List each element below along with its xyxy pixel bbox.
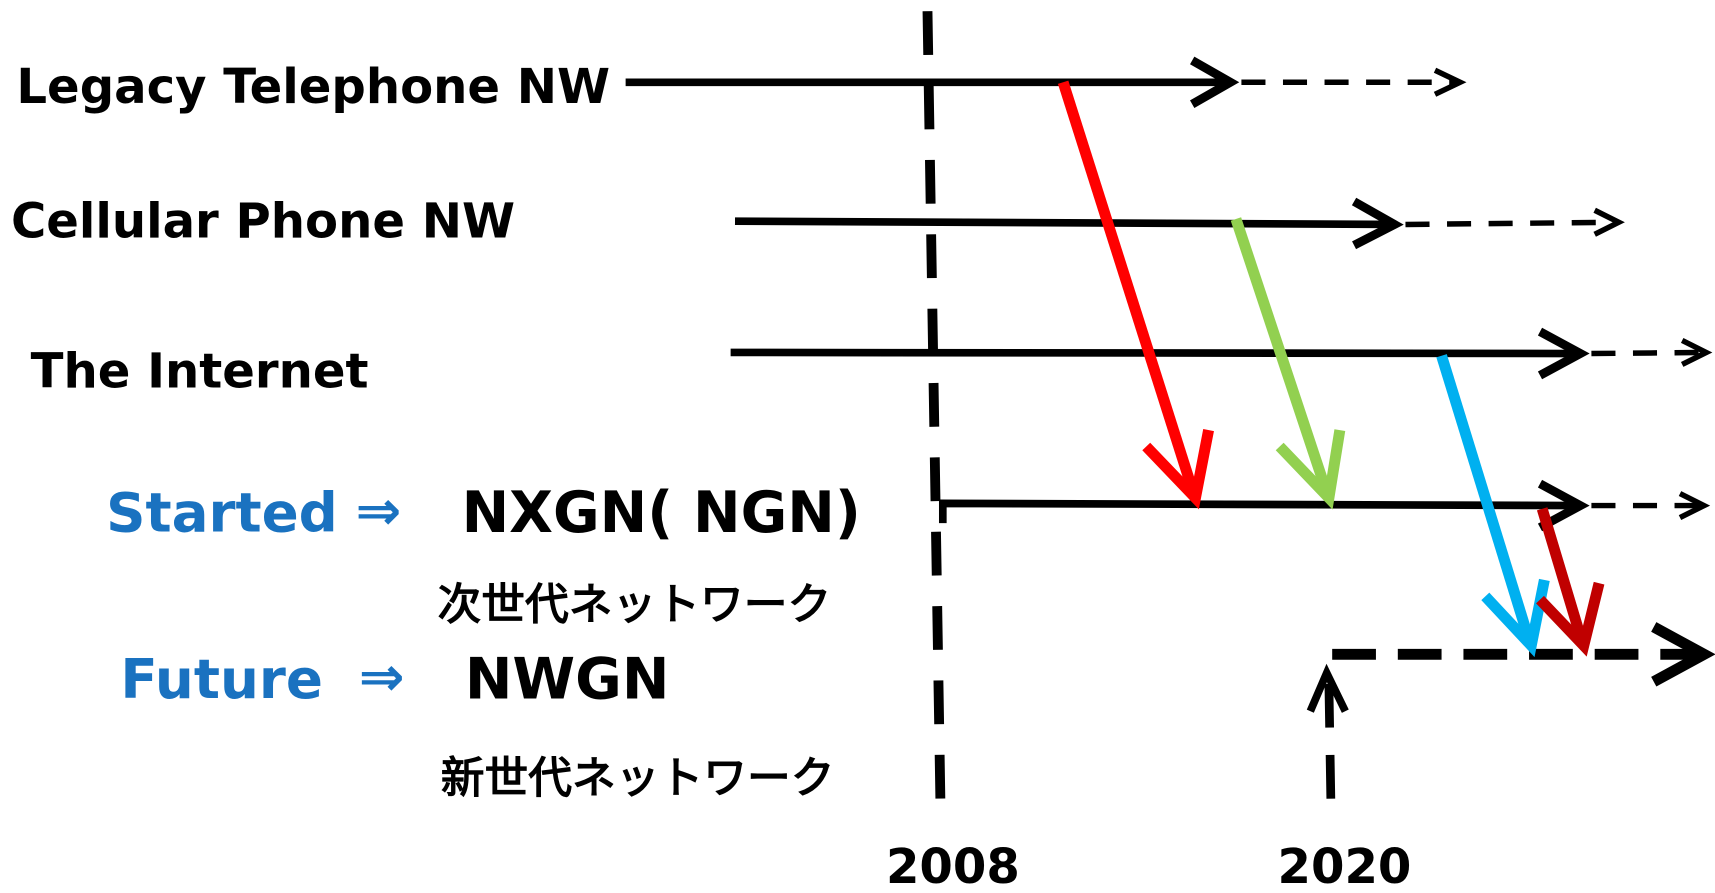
- future-label: Future: [120, 647, 323, 711]
- darkred-arrow: [1536, 507, 1587, 642]
- arrow-head: [1593, 207, 1625, 237]
- year-2008-line: [922, 11, 946, 816]
- arrow-head: [1680, 337, 1713, 367]
- implies-arrow: ⇒: [359, 645, 405, 709]
- started-label: Started: [106, 481, 338, 545]
- nwgn-label: NWGN: [465, 646, 670, 712]
- arrow-head: [1537, 327, 1590, 380]
- timeline-dashed: [1405, 219, 1619, 228]
- timeline-dashed: [1591, 349, 1707, 357]
- arrow-head: [1537, 479, 1590, 532]
- arrow-head: [1351, 197, 1404, 250]
- arrow-head: [1275, 429, 1346, 510]
- arrow-head: [1142, 429, 1214, 510]
- arrow-head: [1306, 663, 1349, 713]
- year-2020-line: [1324, 683, 1336, 816]
- timeline: [730, 348, 1581, 358]
- row-label: Cellular Phone NW: [11, 193, 515, 249]
- green-arrow: [1230, 217, 1332, 495]
- arrow-head: [1678, 491, 1711, 521]
- transition-arrows: [1057, 80, 1605, 658]
- japanese-label: 次世代ネットワーク: [438, 579, 832, 630]
- implies-arrow: ⇒: [355, 478, 401, 542]
- timeline: [734, 217, 1395, 229]
- year-label: 2020: [1278, 839, 1412, 893]
- blue-arrow: [1436, 354, 1535, 642]
- arrow-head: [1433, 67, 1467, 97]
- arrow-head: [1536, 581, 1605, 657]
- row-label: Legacy Telephone NW: [16, 59, 610, 115]
- nxgn-label: NXGN( NGN): [462, 480, 861, 546]
- red-arrow: [1057, 80, 1199, 495]
- arrow-head: [1190, 56, 1240, 108]
- row-label: The Internet: [31, 343, 369, 399]
- arrow-head: [1651, 622, 1715, 687]
- japanese-label: 新世代ネットワーク: [441, 753, 835, 804]
- year-label: 2008: [886, 839, 1020, 893]
- timeline: [938, 499, 1581, 524]
